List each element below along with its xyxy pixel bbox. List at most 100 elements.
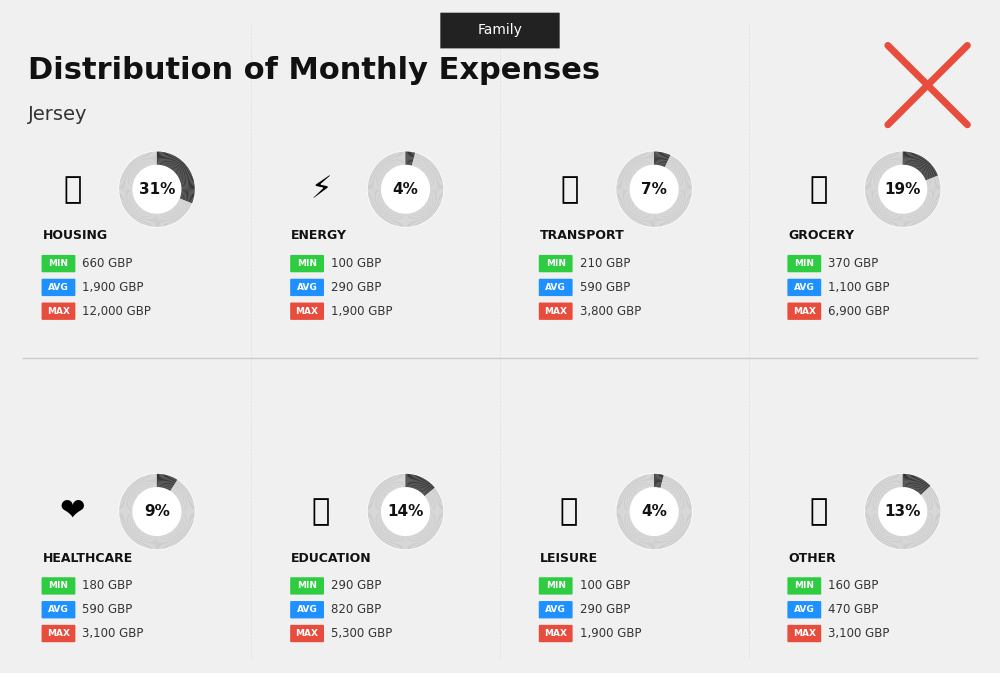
Polygon shape <box>627 528 637 538</box>
Polygon shape <box>887 211 893 224</box>
Polygon shape <box>122 497 135 503</box>
Polygon shape <box>909 475 914 489</box>
Polygon shape <box>918 530 928 540</box>
Polygon shape <box>636 532 643 545</box>
Polygon shape <box>656 474 659 488</box>
Polygon shape <box>369 518 383 522</box>
Polygon shape <box>422 485 433 495</box>
Polygon shape <box>622 169 634 177</box>
Polygon shape <box>642 475 647 489</box>
Polygon shape <box>676 173 689 180</box>
Polygon shape <box>876 528 886 539</box>
Polygon shape <box>427 174 441 180</box>
Polygon shape <box>662 211 667 225</box>
Polygon shape <box>371 495 384 501</box>
Polygon shape <box>368 505 382 508</box>
Polygon shape <box>898 213 901 227</box>
Polygon shape <box>150 213 153 226</box>
Polygon shape <box>428 518 442 522</box>
Text: EDUCATION: EDUCATION <box>291 552 372 565</box>
Polygon shape <box>656 213 659 227</box>
Polygon shape <box>423 205 434 215</box>
Polygon shape <box>370 174 384 180</box>
Polygon shape <box>903 535 905 549</box>
Polygon shape <box>419 158 428 170</box>
Polygon shape <box>663 476 669 490</box>
Polygon shape <box>179 197 192 203</box>
Polygon shape <box>922 489 934 498</box>
Polygon shape <box>120 516 133 519</box>
Text: MAX: MAX <box>47 629 70 638</box>
Polygon shape <box>427 199 440 205</box>
Polygon shape <box>908 474 912 489</box>
Polygon shape <box>617 513 630 516</box>
Polygon shape <box>422 163 433 173</box>
Polygon shape <box>669 482 678 493</box>
Polygon shape <box>673 489 685 498</box>
Polygon shape <box>415 477 422 490</box>
Polygon shape <box>173 483 183 494</box>
Polygon shape <box>422 205 433 216</box>
Polygon shape <box>622 168 634 176</box>
Polygon shape <box>917 482 927 493</box>
Polygon shape <box>166 154 172 168</box>
Polygon shape <box>649 474 652 488</box>
Polygon shape <box>670 206 681 217</box>
Polygon shape <box>420 481 429 493</box>
Polygon shape <box>675 493 687 500</box>
Polygon shape <box>400 535 403 549</box>
Polygon shape <box>646 474 650 489</box>
Polygon shape <box>368 186 382 188</box>
Polygon shape <box>119 515 133 518</box>
Polygon shape <box>408 535 410 549</box>
Polygon shape <box>391 476 397 490</box>
Polygon shape <box>152 474 155 488</box>
Polygon shape <box>131 207 141 217</box>
Polygon shape <box>908 153 912 166</box>
Polygon shape <box>166 155 173 168</box>
Polygon shape <box>393 476 398 489</box>
Polygon shape <box>926 191 940 194</box>
Polygon shape <box>175 204 187 213</box>
Polygon shape <box>162 474 166 489</box>
Polygon shape <box>903 535 904 549</box>
Polygon shape <box>870 201 883 209</box>
Polygon shape <box>425 489 437 498</box>
Polygon shape <box>926 194 940 197</box>
Polygon shape <box>903 151 905 166</box>
Polygon shape <box>627 162 638 172</box>
Polygon shape <box>926 194 940 199</box>
Polygon shape <box>429 505 443 508</box>
Polygon shape <box>139 532 146 545</box>
Polygon shape <box>417 532 425 544</box>
Polygon shape <box>626 527 637 537</box>
Polygon shape <box>368 193 382 197</box>
Polygon shape <box>388 477 395 491</box>
Polygon shape <box>153 151 155 166</box>
Polygon shape <box>370 197 383 203</box>
Polygon shape <box>620 171 633 178</box>
Polygon shape <box>909 212 914 225</box>
Polygon shape <box>407 151 409 166</box>
Polygon shape <box>667 209 675 221</box>
Polygon shape <box>414 211 421 224</box>
Text: OTHER: OTHER <box>788 552 836 565</box>
Text: MAX: MAX <box>793 629 816 638</box>
Polygon shape <box>622 524 634 532</box>
Polygon shape <box>896 152 899 166</box>
Polygon shape <box>905 474 907 488</box>
Polygon shape <box>865 183 879 186</box>
Polygon shape <box>410 474 414 489</box>
Polygon shape <box>383 531 392 542</box>
Polygon shape <box>119 507 133 509</box>
Polygon shape <box>906 474 909 488</box>
Polygon shape <box>140 533 147 546</box>
Polygon shape <box>170 480 178 492</box>
Polygon shape <box>179 197 193 202</box>
Polygon shape <box>376 204 387 213</box>
Polygon shape <box>180 518 193 523</box>
Polygon shape <box>124 524 137 532</box>
Polygon shape <box>871 525 883 534</box>
Polygon shape <box>177 168 189 176</box>
Polygon shape <box>661 534 666 548</box>
